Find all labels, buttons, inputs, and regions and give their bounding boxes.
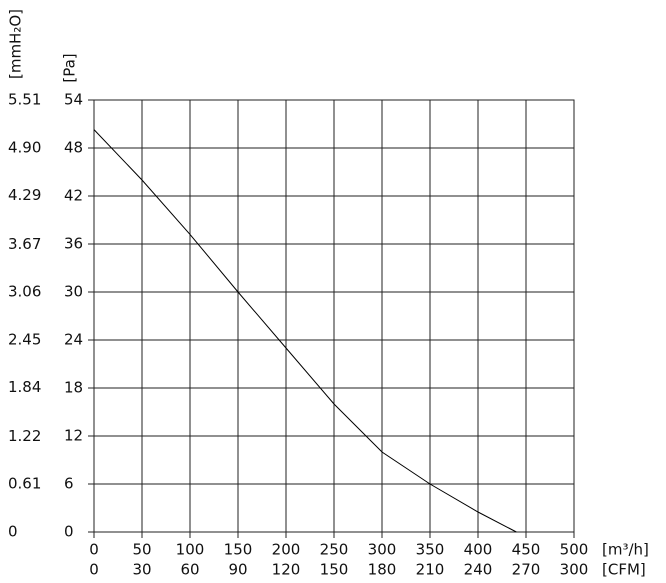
x-tick-label: 450 (512, 541, 541, 559)
y-tick-label: 18 (64, 379, 83, 397)
x2-tick-label: 300 (560, 561, 589, 579)
y-axis-label: [Pa] (61, 53, 79, 82)
x-tick-label: 300 (368, 541, 397, 559)
x2-tick-label: 240 (464, 561, 493, 579)
x2-tick-label: 180 (368, 561, 397, 579)
y-tick-label: 12 (64, 427, 83, 445)
x-tick-label: 50 (132, 541, 151, 559)
y-tick-label: 30 (64, 283, 83, 301)
x2-tick-label: 210 (416, 561, 445, 579)
y2-tick-label: 1.84 (8, 378, 41, 396)
curve (93, 129, 517, 533)
x-tick-label: 0 (89, 541, 99, 559)
x-axis-label: [m³/h] (602, 541, 649, 559)
y-tick-label: 0 (64, 523, 74, 541)
y2-axis-label: [mmH₂O] (7, 9, 25, 79)
y2-tick-label: 2.45 (8, 330, 41, 348)
y2-tick-label: 5.51 (8, 91, 41, 109)
x-tick-label: 500 (560, 541, 589, 559)
x-tick-label: 400 (464, 541, 493, 559)
y2-tick-label: 0 (8, 523, 18, 541)
x2-tick-label: 90 (228, 561, 247, 579)
y2-tick-label: 3.67 (8, 235, 41, 253)
y-tick-label: 48 (64, 139, 83, 157)
y-tick-label: 24 (64, 331, 83, 349)
y-tick-label: 42 (64, 187, 83, 205)
x2-tick-label: 270 (512, 561, 541, 579)
x2-tick-label: 30 (132, 561, 151, 579)
plot-frame (93, 99, 575, 533)
y-tick-label: 36 (64, 235, 83, 253)
x2-tick-label: 60 (180, 561, 199, 579)
x-tick-label: 100 (176, 541, 205, 559)
x-tick-label: 200 (272, 541, 301, 559)
y2-tick-label: 4.29 (8, 186, 41, 204)
x2-tick-label: 150 (320, 561, 349, 579)
y2-tick-label: 1.22 (8, 427, 41, 445)
x2-axis-label: [CFM] (602, 561, 646, 579)
x-tick-label: 250 (320, 541, 349, 559)
y-tick-label: 54 (64, 91, 83, 109)
y2-tick-label: 0.61 (8, 475, 41, 493)
y2-tick-label: 3.06 (8, 283, 41, 301)
x2-tick-label: 120 (272, 561, 301, 579)
x-tick-label: 150 (224, 541, 253, 559)
y-tick-label: 6 (64, 475, 74, 493)
x2-tick-label: 0 (89, 561, 99, 579)
y2-tick-label: 4.90 (8, 138, 41, 156)
x-tick-label: 350 (416, 541, 445, 559)
